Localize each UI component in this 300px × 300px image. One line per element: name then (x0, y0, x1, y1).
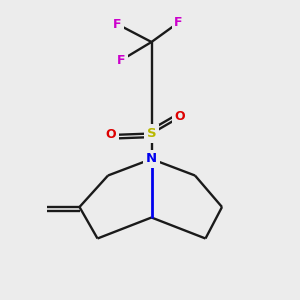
Text: O: O (106, 128, 116, 142)
Text: O: O (175, 110, 185, 124)
Text: S: S (147, 127, 156, 140)
Text: F: F (113, 17, 121, 31)
Text: F: F (117, 53, 126, 67)
Text: F: F (174, 16, 183, 29)
Text: N: N (146, 152, 157, 166)
